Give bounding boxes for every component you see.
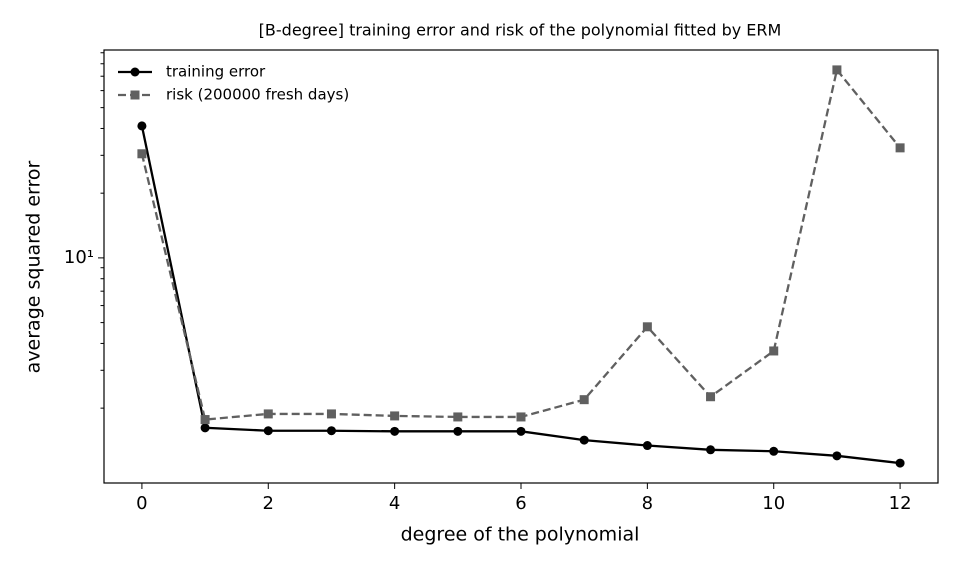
marker bbox=[200, 415, 210, 425]
legend-marker bbox=[130, 90, 140, 100]
marker bbox=[263, 409, 273, 419]
marker bbox=[326, 426, 336, 436]
marker bbox=[769, 346, 779, 356]
marker bbox=[706, 392, 716, 402]
legend-label: risk (200000 fresh days) bbox=[166, 86, 349, 104]
marker bbox=[895, 458, 905, 468]
marker bbox=[895, 143, 905, 153]
marker bbox=[390, 411, 400, 421]
marker bbox=[832, 65, 842, 75]
x-axis-label: degree of the polynomial bbox=[401, 524, 640, 546]
marker bbox=[263, 426, 273, 436]
marker bbox=[706, 445, 716, 455]
y-tick-label: 10¹ bbox=[64, 247, 94, 268]
marker bbox=[326, 409, 336, 419]
marker bbox=[579, 435, 589, 445]
x-tick-label: 8 bbox=[642, 493, 653, 514]
x-tick-label: 10 bbox=[762, 493, 785, 514]
plot-frame bbox=[103, 49, 939, 484]
chart-title: [B-degree] training error and risk of th… bbox=[259, 21, 782, 40]
legend-label: training error bbox=[166, 63, 266, 81]
marker bbox=[579, 395, 589, 405]
marker bbox=[769, 446, 779, 456]
marker bbox=[832, 451, 842, 461]
x-tick-label: 2 bbox=[263, 493, 274, 514]
y-axis-label: average squared error bbox=[23, 160, 45, 373]
marker bbox=[200, 423, 210, 433]
x-tick-label: 4 bbox=[389, 493, 400, 514]
marker bbox=[137, 121, 147, 131]
x-tick-label: 6 bbox=[515, 493, 526, 514]
marker bbox=[642, 441, 652, 451]
marker bbox=[516, 426, 526, 436]
legend-marker bbox=[130, 67, 140, 77]
marker bbox=[453, 426, 463, 436]
marker bbox=[516, 412, 526, 422]
x-tick-label: 12 bbox=[889, 493, 912, 514]
marker bbox=[137, 149, 147, 159]
x-tick-label: 0 bbox=[136, 493, 147, 514]
marker bbox=[642, 322, 652, 332]
series-line bbox=[140, 67, 901, 421]
marker bbox=[390, 426, 400, 436]
marker bbox=[453, 412, 463, 422]
